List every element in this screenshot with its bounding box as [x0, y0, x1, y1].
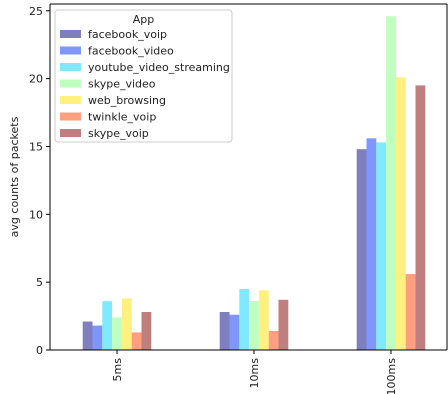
legend-label-facebook_voip: facebook_voip — [88, 28, 167, 41]
bar-web_browsing-10ms — [258, 290, 269, 350]
y-tick-label: 10 — [29, 208, 43, 221]
legend-swatch-facebook_video — [60, 46, 81, 55]
bar-twinkle_voip-5ms — [131, 332, 142, 350]
bar-facebook_voip-10ms — [219, 312, 230, 350]
bar-skype_voip-10ms — [278, 299, 289, 350]
legend-swatch-twinkle_voip — [60, 112, 81, 121]
bar-skype_voip-5ms — [141, 312, 152, 350]
legend-box — [54, 9, 233, 143]
bar-facebook_voip-100ms — [356, 149, 367, 350]
bar-web_browsing-5ms — [121, 298, 132, 350]
y-tick-label: 25 — [29, 5, 43, 18]
legend-title: App — [133, 13, 155, 26]
x-tick-label: 5ms — [111, 358, 124, 382]
bar-skype_video-5ms — [112, 317, 122, 350]
legend-label-web_browsing: web_browsing — [88, 94, 166, 107]
legend-label-skype_voip: skype_voip — [88, 127, 149, 140]
legend-swatch-skype_video — [60, 79, 81, 88]
legend-label-youtube_video_streaming: youtube_video_streaming — [88, 61, 230, 74]
x-tick-label: 100ms — [385, 358, 398, 394]
bar-skype_video-100ms — [386, 16, 396, 351]
y-axis-label: avg counts of packets — [8, 116, 21, 237]
bar-facebook_video-100ms — [366, 138, 377, 350]
y-tick-label: 15 — [29, 140, 43, 153]
legend-swatch-facebook_voip — [60, 30, 81, 38]
bar-facebook_voip-5ms — [82, 321, 93, 350]
legend: App facebook_voip facebook_video youtube_vi… — [54, 9, 233, 143]
bar-skype_video-10ms — [249, 301, 259, 350]
bar-web_browsing-100ms — [395, 77, 406, 351]
bar-youtube_video_streaming-100ms — [376, 142, 387, 350]
legend-label-skype_video: skype_video — [88, 78, 156, 91]
bar-facebook_video-5ms — [92, 325, 103, 350]
bar-twinkle_voip-100ms — [405, 274, 416, 350]
y-tick-label: 5 — [36, 276, 43, 289]
bars-layer — [82, 16, 426, 351]
legend-label-twinkle_voip: twinkle_voip — [88, 111, 156, 124]
bar-twinkle_voip-10ms — [268, 331, 279, 350]
bar-skype_voip-100ms — [415, 85, 426, 350]
y-tick-label: 20 — [29, 73, 43, 86]
bar-facebook_video-10ms — [229, 314, 240, 350]
bar-youtube_video_streaming-10ms — [239, 288, 250, 350]
legend-swatch-youtube_video_streaming — [60, 63, 81, 71]
legend-label-facebook_video: facebook_video — [88, 45, 174, 58]
y-tick-label: 0 — [36, 344, 43, 357]
axes-layer: 0 5 10 15 20 25 5ms 10ms 100ms — [29, 3, 448, 394]
x-tick-label: 10ms — [248, 358, 261, 389]
legend-swatch-skype_voip — [60, 129, 81, 137]
bar-youtube_video_streaming-5ms — [102, 301, 113, 350]
legend-swatch-web_browsing — [60, 96, 81, 104]
